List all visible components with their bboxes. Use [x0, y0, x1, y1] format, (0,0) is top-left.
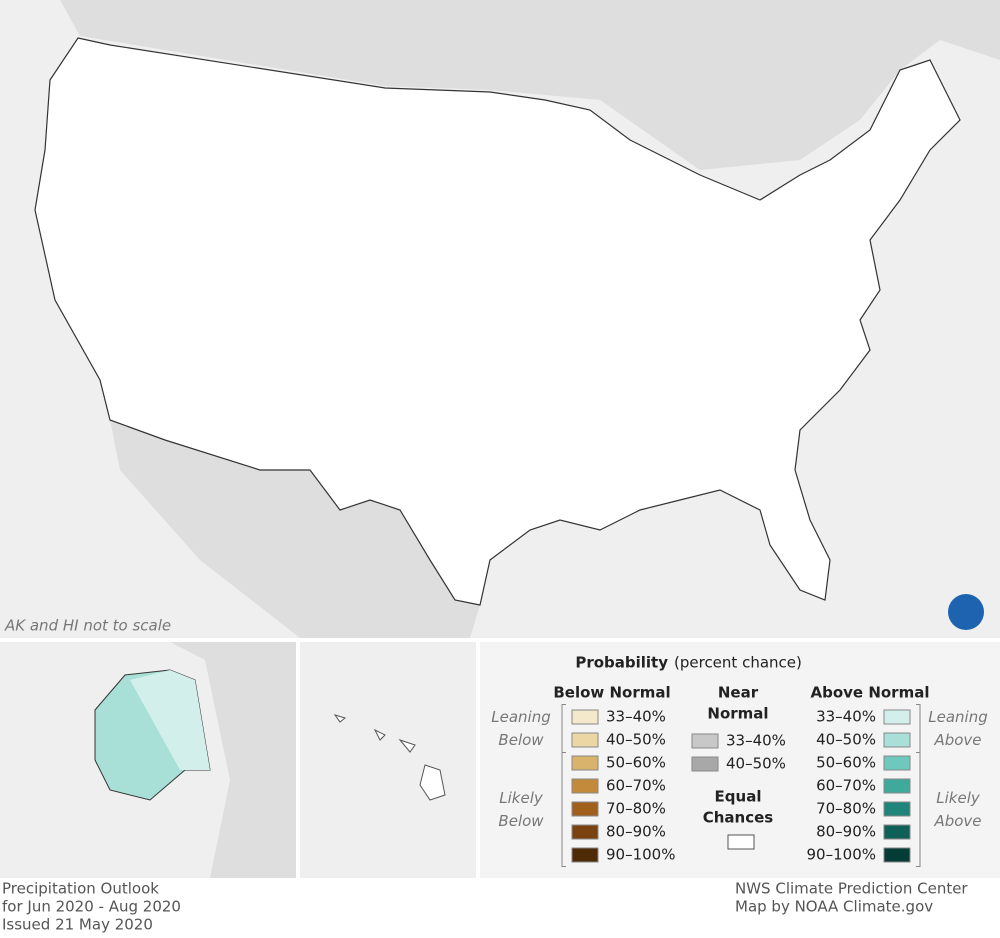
range-label: 70–80%	[816, 800, 876, 818]
range-label: 40–50%	[816, 731, 876, 749]
hawaii	[333, 714, 446, 801]
range-label: 60–70%	[606, 777, 666, 795]
bracket	[561, 752, 566, 867]
leaning-label: Leaning	[928, 708, 987, 726]
footer-right: Map by NOAA Climate.gov	[735, 898, 933, 916]
swatch	[883, 801, 911, 817]
footer-right: NWS Climate Prediction Center	[735, 880, 968, 898]
swatch	[883, 824, 911, 840]
swatch	[883, 847, 911, 863]
near-heading: Normal	[707, 705, 768, 723]
range-label: 40–50%	[606, 731, 666, 749]
swatch	[571, 847, 599, 863]
below-heading: Below Normal	[553, 684, 670, 702]
range-label: 90–100%	[807, 846, 876, 864]
swatch	[883, 709, 911, 725]
swatch	[883, 755, 911, 771]
leaning-label: Leaning	[491, 708, 550, 726]
range-label: 50–60%	[606, 754, 666, 772]
noaa-logo	[948, 594, 984, 630]
likely-label: Likely	[499, 789, 544, 807]
range-label: 70–80%	[606, 800, 666, 818]
range-label: 33–40%	[816, 708, 876, 726]
leaning-label: Above	[933, 731, 981, 749]
swatch	[727, 834, 755, 850]
legend-entries: 33–40% 40–50% 50–60% 60–70% 70–80% 80–90% 90–1…	[491, 684, 988, 867]
equal-heading: Chances	[703, 809, 774, 827]
swatch	[883, 732, 911, 748]
swatch	[571, 732, 599, 748]
range-label: 90–100%	[606, 846, 675, 864]
swatch	[883, 778, 911, 794]
footer-left: Issued 21 May 2020	[2, 916, 153, 934]
swatch	[571, 778, 599, 794]
leaning-label: Below	[498, 731, 544, 749]
range-label: 60–70%	[816, 777, 876, 795]
legend-title-note: (percent chance)	[674, 654, 802, 672]
range-label: 80–90%	[816, 823, 876, 841]
canada-inset	[170, 642, 296, 878]
equal-heading: Equal	[715, 788, 762, 806]
legend-title: Probability	[575, 654, 668, 672]
range-label: 33–40%	[606, 708, 666, 726]
swatch	[691, 733, 719, 749]
swatch	[571, 709, 599, 725]
likely-label: Likely	[936, 789, 981, 807]
range-label: 33–40%	[726, 732, 786, 750]
alaska-leaning	[130, 670, 210, 770]
swatch	[691, 756, 719, 772]
swatch	[571, 824, 599, 840]
footer-left: for Jun 2020 - Aug 2020	[2, 898, 181, 916]
near-heading: Near	[718, 684, 759, 702]
canada	[0, 0, 1000, 170]
mexico	[110, 420, 480, 638]
range-label: 50–60%	[816, 754, 876, 772]
swatch	[571, 801, 599, 817]
range-label: 80–90%	[606, 823, 666, 841]
bracket	[916, 752, 921, 867]
range-label: 40–50%	[726, 755, 786, 773]
swatch	[571, 755, 599, 771]
above-heading: Above Normal	[811, 684, 930, 702]
likely-label: Below	[498, 812, 544, 830]
footer-left: Precipitation Outlook	[2, 880, 159, 898]
likely-label: Above	[933, 812, 981, 830]
hawaii-panel	[300, 642, 476, 878]
scale-note: AK and HI not to scale	[4, 617, 171, 635]
